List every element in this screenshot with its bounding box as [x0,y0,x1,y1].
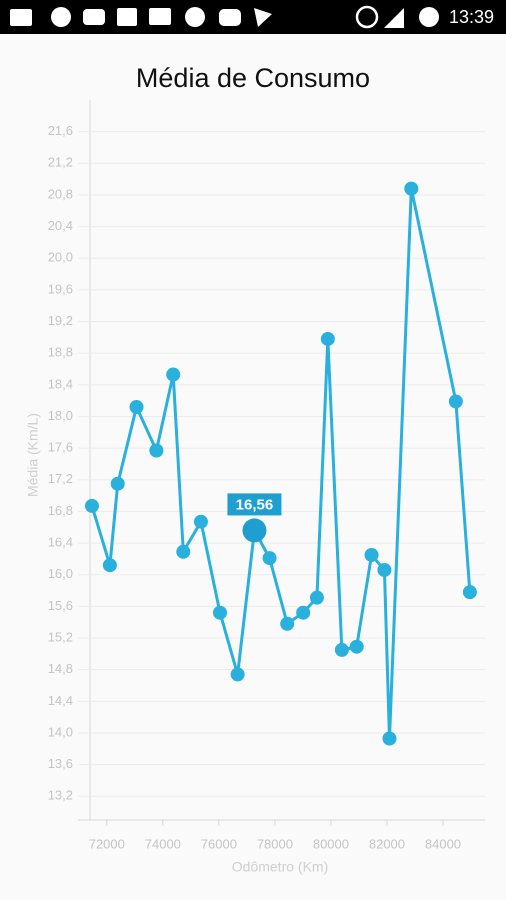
y-tick-label: 14,0 [48,724,73,739]
clock: 13:39 [449,7,494,27]
x-tick-label: 82000 [369,836,405,851]
x-tick-label: 74000 [145,836,181,851]
data-point [193,514,208,529]
data-point [176,544,191,559]
y-tick-label: 13,2 [48,788,73,803]
icon [185,7,205,27]
data-point [149,443,164,458]
y-tick-label: 18,8 [48,345,73,360]
data-point [129,399,144,414]
y-tick-label: 18,0 [48,408,73,423]
status-icons [10,5,439,29]
data-point [448,394,463,409]
y-tick-label: 19,2 [48,313,73,328]
data-point [280,616,295,631]
value-label: 16,56 [236,496,274,513]
x-tick-label: 80000 [313,836,349,851]
y-tick-label: 19,6 [48,281,73,296]
y-tick-label: 20,8 [48,186,73,201]
data-point [296,605,311,620]
value-label-box [227,493,282,516]
x-tick-label: 78000 [257,836,293,851]
data-point [102,558,117,573]
y-tick-label: 15,2 [48,629,73,644]
icon [355,5,379,29]
x-tick-label: 84000 [425,836,461,851]
data-point [377,562,392,577]
icon [219,9,241,26]
data-point [309,590,324,605]
y-tick-label: 15,6 [48,598,73,613]
icon [117,8,137,26]
y-tick-label: 14,4 [48,693,73,708]
data-point [462,585,477,600]
data-point [404,181,419,196]
y-axis-label: Média (Km/L) [25,413,41,497]
data-point [262,551,277,566]
chart-title: Média de Consumo [136,63,370,93]
icon [149,8,171,25]
y-tick-label: 17,6 [48,440,73,455]
icon [254,8,272,27]
icon [419,7,439,27]
data-point [166,367,181,382]
data-point [212,605,227,620]
y-tick-label: 20,0 [48,250,73,265]
x-axis-label: Odômetro (Km) [232,859,328,875]
icon [384,8,404,28]
y-tick-label: 14,8 [48,661,73,676]
y-tick-label: 18,4 [48,376,73,391]
y-tick-label: 17,2 [48,471,73,486]
y-tick-label: 16,0 [48,566,73,581]
data-point [364,547,379,562]
icon [83,9,105,25]
data-point [110,476,125,491]
y-tick-label: 16,4 [48,535,73,550]
data-point [349,639,364,654]
data-point [230,667,245,682]
icon [10,9,32,26]
icon [51,7,71,27]
data-point [320,331,335,346]
y-tick-label: 13,6 [48,756,73,771]
data-point [84,498,99,513]
data-point [334,642,349,657]
highlighted-point [242,518,267,543]
data-point [382,731,397,746]
x-tick-label: 72000 [89,836,125,851]
y-tick-label: 21,6 [48,123,73,138]
data-line [90,187,472,741]
y-tick-label: 21,2 [48,155,73,170]
y-tick-label: 20,4 [48,218,73,233]
y-tick-label: 16,8 [48,503,73,518]
x-tick-label: 76000 [201,836,237,851]
